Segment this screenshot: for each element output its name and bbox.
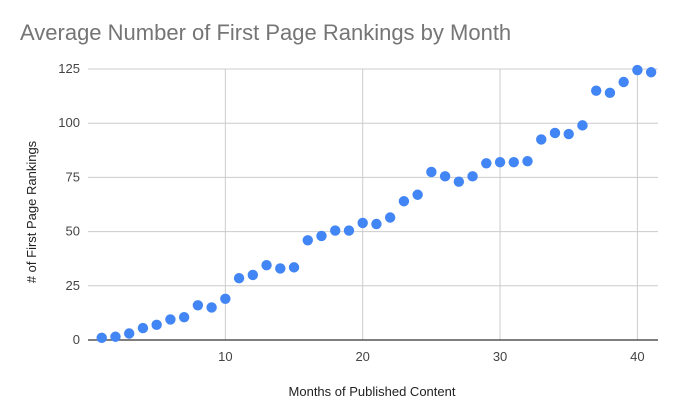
- data-point: [178, 312, 190, 323]
- y-tick-labels: 0 25 50 75 100 125: [58, 61, 80, 347]
- data-point: [412, 189, 423, 200]
- data-point: [206, 302, 217, 313]
- data-point: [233, 273, 245, 284]
- x-tick-label: 20: [355, 349, 369, 364]
- data-point: [508, 157, 519, 168]
- data-point: [563, 128, 574, 140]
- chart-title: Average Number of First Page Rankings by…: [20, 20, 512, 45]
- data-point: [151, 319, 162, 331]
- data-point: [577, 120, 588, 131]
- data-point: [494, 157, 506, 168]
- data-point: [398, 196, 410, 207]
- data-point: [618, 76, 629, 88]
- data-point: [590, 85, 602, 96]
- data-point: [384, 212, 396, 223]
- data-point: [357, 217, 368, 229]
- y-axis-title: # of First Page Rankings: [24, 140, 39, 283]
- data-point: [137, 322, 149, 334]
- x-tick-label: 40: [630, 349, 644, 364]
- y-tick-label: 50: [66, 224, 80, 239]
- data-point: [302, 235, 313, 246]
- data-point: [330, 225, 341, 236]
- data-point: [247, 269, 259, 281]
- data-point: [549, 127, 561, 139]
- data-point: [288, 262, 300, 273]
- data-point: [371, 218, 382, 230]
- data-point: [481, 158, 492, 169]
- data-point: [343, 225, 355, 236]
- data-point: [426, 166, 437, 178]
- x-tick-labels: 10 20 30 40: [218, 349, 645, 364]
- y-tick-label: 125: [58, 61, 80, 76]
- data-point: [275, 263, 286, 274]
- x-axis-title: Months of Published Content: [289, 384, 456, 399]
- data-point: [124, 328, 135, 339]
- data-point: [316, 230, 327, 242]
- data-point: [165, 314, 176, 325]
- x-tick-label: 30: [493, 349, 507, 364]
- grid-lines: [88, 68, 658, 340]
- y-tick-label: 75: [66, 169, 80, 184]
- data-point: [467, 171, 478, 182]
- data-point: [632, 64, 643, 76]
- data-point: [96, 332, 107, 344]
- data-point: [604, 87, 616, 99]
- data-point: [220, 293, 231, 305]
- data-point: [439, 171, 451, 182]
- data-point: [522, 155, 533, 167]
- y-tick-label: 100: [58, 115, 80, 130]
- data-point: [192, 300, 204, 311]
- x-tick-label: 10: [218, 349, 232, 364]
- y-tick-label: 0: [73, 332, 80, 347]
- data-point: [261, 260, 272, 271]
- data-point: [110, 331, 121, 342]
- data-point: [536, 134, 547, 145]
- y-tick-label: 25: [66, 278, 80, 293]
- data-point: [645, 67, 657, 78]
- data-points: [96, 64, 657, 344]
- data-point: [453, 176, 465, 187]
